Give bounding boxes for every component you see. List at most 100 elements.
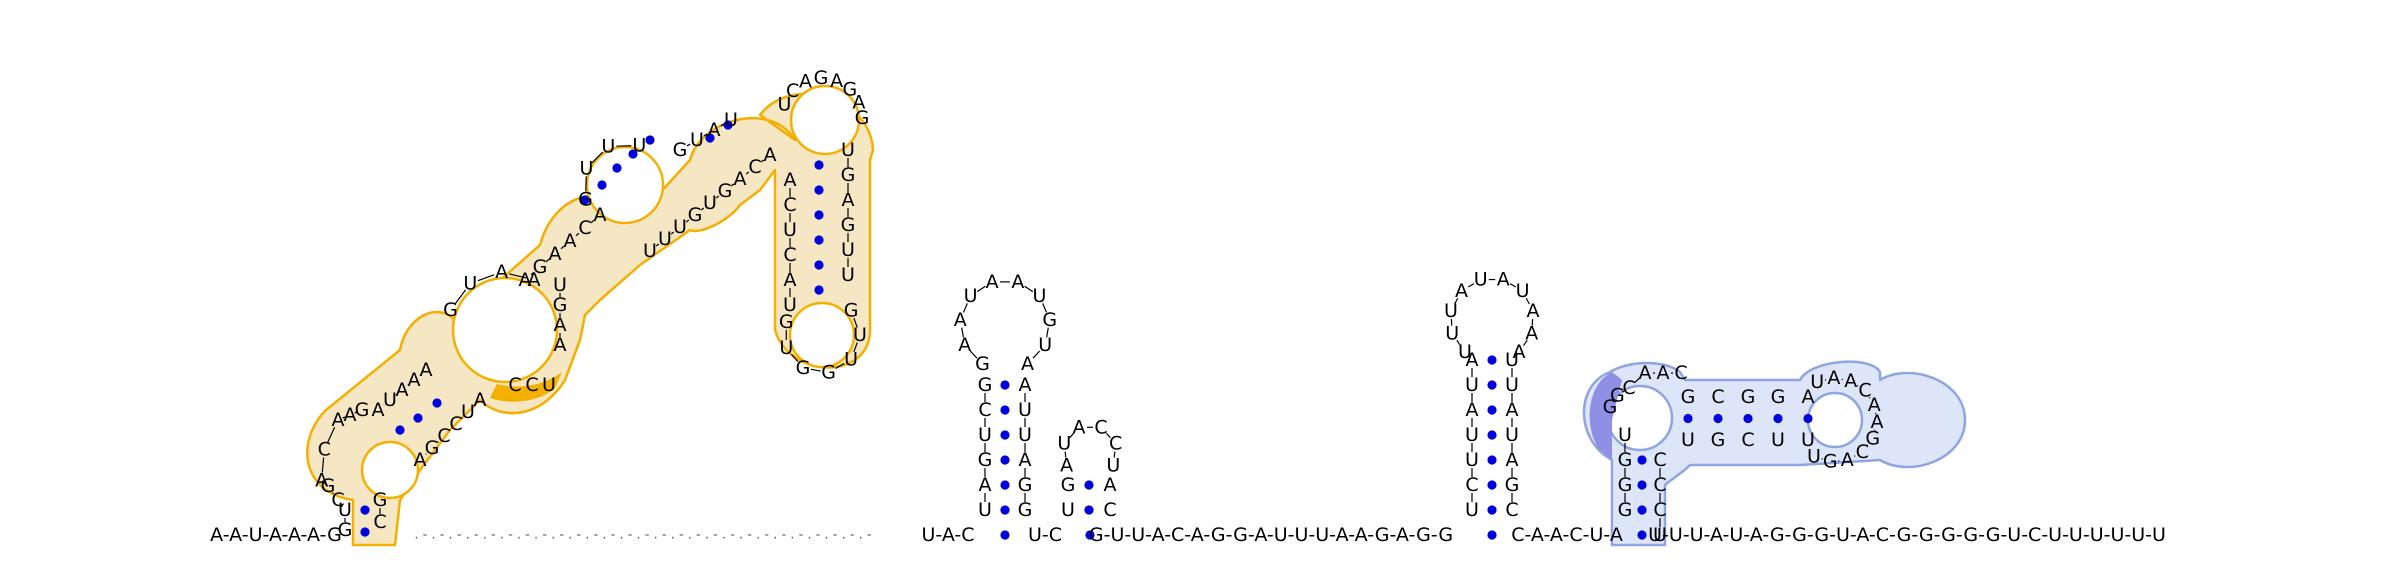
nucleotide: U [1465, 424, 1479, 446]
nucleotide: G [978, 449, 993, 471]
backbone-link [1523, 339, 1528, 346]
nucleotide: A [1841, 449, 1854, 471]
nucleotide: U [779, 337, 793, 359]
highlight-loop-hole [451, 276, 559, 384]
nucleotide: U [1810, 371, 1824, 393]
nucleotide: G [1741, 386, 1756, 408]
base-pairs [360, 120, 1813, 540]
nucleotide: G [1618, 474, 1633, 496]
nucleotide: A [396, 379, 409, 401]
backbone-link [461, 417, 463, 419]
backbone-link [1069, 432, 1075, 439]
nucleotide: G [1061, 474, 1076, 496]
nucleotide: U [841, 239, 855, 261]
backbone-link [745, 171, 750, 175]
nucleotide: G [844, 300, 859, 322]
nucleotide: C [437, 425, 450, 447]
backbone-link [1857, 385, 1859, 387]
base-pair-dot [1000, 505, 1010, 515]
nucleotide: G [796, 357, 811, 379]
nucleotide: G [1042, 309, 1057, 331]
nucleotide: A [420, 359, 433, 381]
base-pair-dot [814, 185, 824, 195]
five-prime-tail: A-A-U-A-A-A-G [210, 524, 342, 546]
nucleotide: U [542, 374, 556, 396]
nucleotide: G [443, 299, 458, 321]
backbone-link [715, 195, 720, 199]
nucleotide: U [1465, 449, 1479, 471]
backbone-link [437, 441, 439, 443]
backbone-link [1105, 432, 1111, 439]
backbone-link [1046, 327, 1049, 338]
backbone-link [321, 457, 325, 473]
base-pair-dot [597, 180, 607, 190]
base-pair-dot [1085, 530, 1095, 540]
nucleotide: A [594, 204, 607, 226]
base-pair-dot [1743, 413, 1753, 424]
nucleotide: C [1653, 499, 1666, 521]
backbone-link [961, 327, 964, 338]
nucleotide: G [1865, 427, 1880, 449]
base-pair-dot [1487, 455, 1497, 465]
highlight-region-1 [306, 92, 875, 547]
nucleotide: A [830, 70, 843, 92]
nucleotide: A [1525, 323, 1538, 345]
nucleotide: A [1827, 367, 1840, 389]
nucleotide: G [1505, 474, 1520, 496]
backbone-link [1042, 303, 1048, 313]
unpaired-gap-run: . - . - . - . - . - . - . - . - . - . - … [414, 528, 872, 543]
nucleotide: A [1868, 394, 1881, 416]
backbone-link [575, 232, 580, 237]
highlight-loop-hole [1806, 391, 1864, 449]
nucleotide: A [708, 119, 721, 141]
nucleotide: G [1018, 474, 1033, 496]
nucleotide: A [1073, 416, 1086, 438]
backbone-link [969, 350, 978, 359]
nucleotide: U [1771, 429, 1785, 451]
base-pair-dot [1487, 480, 1497, 490]
backbone-link [730, 183, 735, 187]
backbone-link [342, 416, 346, 419]
nucleotide: C [1622, 377, 1635, 399]
base-pair-dot [814, 260, 824, 270]
backbone-link [1509, 283, 1517, 288]
backbone-link [686, 143, 691, 147]
nucleotide: U [1038, 334, 1052, 356]
base-pair-dot [1487, 530, 1497, 540]
nucleotide: A [784, 169, 797, 191]
base-pair-dot [1000, 405, 1010, 415]
nucleotide: U [383, 389, 397, 411]
base-pair-dot [413, 413, 423, 423]
nucleotide: U [724, 109, 738, 131]
nucleotide: C [1653, 449, 1666, 471]
nucleotide: A [1019, 374, 1032, 396]
nucleotide: A [344, 404, 357, 426]
base-pair-dot [1084, 480, 1094, 490]
base-pair-dot [705, 133, 715, 143]
nucleotide: A [1466, 399, 1479, 421]
nucleotide: U [1653, 524, 1667, 546]
base-pair-dot [1683, 413, 1693, 424]
nucleotide: C [978, 399, 991, 421]
nucleotide: C [1465, 474, 1478, 496]
nucleotide: C [1711, 386, 1724, 408]
nucleotide: C [508, 374, 521, 396]
nucleotide: A [784, 269, 797, 291]
base-pair-dot [1637, 530, 1647, 540]
nucleotide: U [964, 285, 978, 307]
nucleotide: U [853, 324, 867, 346]
base-pair-dot [645, 135, 655, 145]
nucleotide: A [1466, 349, 1479, 371]
nucleotide: U [1618, 424, 1632, 446]
nucleotide: G [425, 437, 440, 459]
backbone-link [1467, 283, 1475, 288]
base-pair-dot [1084, 505, 1094, 515]
nucleotide: C [786, 80, 799, 102]
nucleotide: U [1445, 323, 1459, 345]
backbone-link [670, 231, 675, 235]
nucleotide: G [553, 294, 568, 316]
nucleotide: U [1057, 433, 1071, 455]
backbone-link [509, 273, 527, 279]
nucleotide: A [332, 409, 345, 431]
